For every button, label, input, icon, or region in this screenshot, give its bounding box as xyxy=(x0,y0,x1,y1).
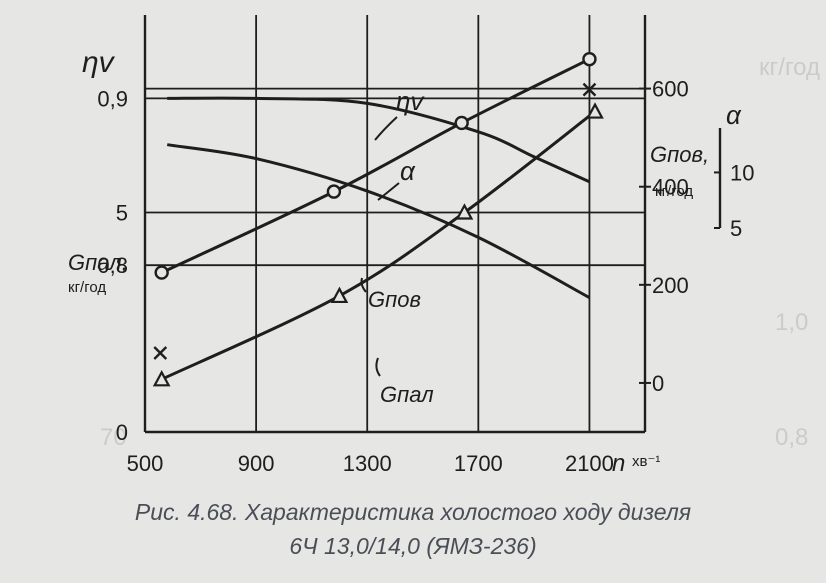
g-pov-axis-tick-labels: 0 200 400 600 xyxy=(652,77,689,396)
alpha-tick-label-5: 5 xyxy=(730,216,742,241)
cross-marker-0 xyxy=(153,346,168,360)
svg-text:1,0: 1,0 xyxy=(775,309,808,336)
bleed-through-background: кг/год 1,0 0,8 70 xyxy=(100,54,820,451)
series-line-g-pov xyxy=(161,57,591,274)
g-pal-point-3 xyxy=(586,102,604,119)
g-pov-point-3 xyxy=(582,51,597,67)
eta-tick-label-0.9: 0,9 xyxy=(97,86,128,111)
alpha-tick-label-10: 10 xyxy=(730,160,754,185)
x-tick-label-1700: 1700 xyxy=(454,451,503,476)
g-pov-point-0 xyxy=(154,265,169,280)
g-pov-curve-leader xyxy=(360,277,367,293)
data-series xyxy=(161,57,596,381)
g-pal-axis-tick-labels: 05 xyxy=(116,201,128,445)
svg-text:0,8: 0,8 xyxy=(775,424,808,451)
alpha-axis-scale: 5 10 xyxy=(714,128,754,241)
eta-curve-label: ηv xyxy=(396,86,425,116)
x-axis-unit: хв⁻¹ xyxy=(632,453,660,470)
svg-text:70: 70 xyxy=(100,424,127,451)
series-line-alpha xyxy=(166,143,591,299)
plot-frame xyxy=(143,15,651,434)
g-pal-curve-leader xyxy=(375,357,381,377)
series-line-eta xyxy=(167,96,591,184)
g-pov-tick-label-600: 600 xyxy=(652,77,689,102)
g-pal-tick-label-5: 5 xyxy=(116,201,128,226)
data-markers xyxy=(152,51,604,387)
g-pal-axis-title: Gпал, xyxy=(68,250,128,275)
g-pov-axis-title: Gпов, xyxy=(650,142,709,167)
figure-caption-line-2: 6Ч 13,0/14,0 (ЯМЗ-236) xyxy=(289,533,537,559)
g-pal-point-2 xyxy=(455,203,474,220)
x-tick-label-900: 900 xyxy=(238,451,275,476)
x-tick-label-1300: 1300 xyxy=(343,451,392,476)
eta-tick-label-0.8: 0,8 xyxy=(97,253,128,278)
g-pal-axis-unit: кг/год xyxy=(68,279,106,296)
alpha-curve-leader xyxy=(377,182,400,201)
g-pal-point-0 xyxy=(152,370,171,387)
svg-text:кг/год: кг/год xyxy=(759,54,820,81)
x-axis-title: n xyxy=(612,450,625,477)
x-axis-tick-labels: 500 900 1300 1700 2100 xyxy=(127,451,614,476)
g-pov-axis-unit: кг/год xyxy=(655,183,693,200)
series-line-g-pal xyxy=(161,110,596,381)
eta-axis-tick-labels: 0,8 0,9 xyxy=(97,86,128,278)
chart-grid xyxy=(145,15,645,432)
g-pov-tick-label-200: 200 xyxy=(652,273,689,298)
x-tick-label-500: 500 xyxy=(127,451,164,476)
figure-caption-line-1: Рис. 4.68. Характеристика холостого ходу… xyxy=(134,499,692,525)
eta-curve-leader xyxy=(374,116,398,141)
g-pov-point-1 xyxy=(326,184,342,199)
g-pal-curve-label: Gпал xyxy=(380,382,434,407)
cross-marker-1 xyxy=(582,82,597,97)
x-tick-label-2100: 2100 xyxy=(565,451,614,476)
eta-axis-title: ηv xyxy=(82,46,116,79)
g-pal-tick-label-0: 0 xyxy=(116,420,128,445)
g-pov-tick-label-0: 0 xyxy=(652,371,664,396)
g-pov-tick-label-400: 400 xyxy=(652,175,689,200)
g-pal-point-1 xyxy=(330,286,349,304)
alpha-axis-title: α xyxy=(726,100,742,130)
g-pov-point-2 xyxy=(454,115,469,131)
alpha-curve-label: α xyxy=(400,156,416,186)
g-pov-curve-label: Gпов xyxy=(368,287,421,312)
chart-svg: кг/год 1,0 0,8 70 500 900 1300 1700 2100 0,8… xyxy=(68,15,820,477)
